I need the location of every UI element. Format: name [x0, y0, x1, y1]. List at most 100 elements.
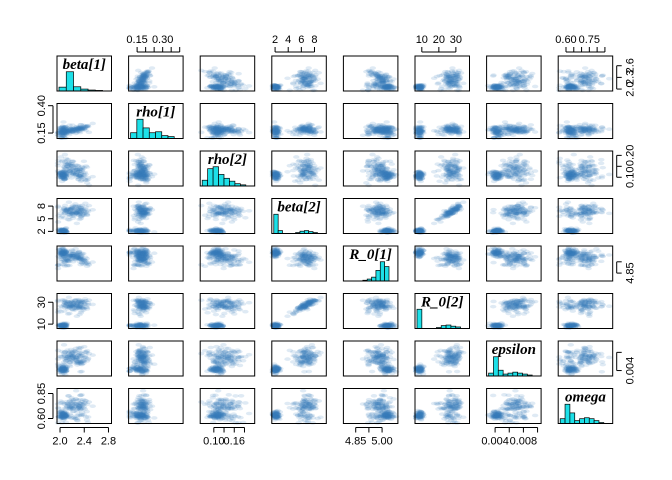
scatter-point: [140, 85, 147, 90]
scatter-point: [271, 87, 278, 91]
scatter-point: [270, 87, 278, 92]
scatter-point: [312, 79, 319, 83]
scatter-point: [57, 215, 65, 220]
scatter-point: [306, 72, 313, 76]
scatter-point: [224, 81, 232, 86]
scatter-point: [210, 86, 217, 90]
scatter-point: [272, 177, 279, 181]
scatter-point: [222, 73, 230, 78]
scatter-point: [214, 86, 222, 90]
scatter-point: [299, 178, 306, 182]
scatter-point: [137, 82, 144, 87]
scatter-point: [271, 85, 278, 90]
scatter-point: [213, 86, 220, 91]
histogram-bar: [136, 118, 144, 139]
histogram-bar: [58, 86, 67, 92]
scatter-point: [380, 177, 387, 181]
scatter-point: [598, 157, 605, 162]
scatter-point: [216, 84, 223, 89]
scatter-point: [135, 84, 143, 88]
scatter-point: [420, 125, 427, 129]
scatter-point: [219, 84, 226, 89]
scatter-point: [126, 86, 133, 90]
scatter-point: [304, 85, 311, 90]
scatter-point: [133, 84, 140, 89]
scatter-point: [225, 77, 232, 82]
scatter-point: [222, 76, 229, 80]
scatter-point: [222, 80, 230, 85]
scatter-point: [512, 158, 520, 162]
scatter-point: [133, 85, 140, 90]
scatter-point: [207, 84, 214, 88]
scatter-point: [556, 156, 564, 161]
scatter-point: [298, 76, 306, 80]
scatter-point: [523, 128, 531, 133]
scatter-point: [270, 85, 278, 89]
scatter-point: [79, 210, 86, 215]
scatter-point: [139, 75, 147, 79]
scatter-point: [214, 86, 221, 90]
scatter-point: [137, 85, 144, 89]
scatter-point: [220, 74, 227, 79]
scatter-point: [430, 169, 438, 174]
scatter-point: [136, 82, 143, 87]
scatter-point: [445, 167, 453, 172]
scatter-point: [436, 73, 443, 78]
scatter-point: [234, 79, 242, 84]
scatter-point: [417, 136, 424, 140]
scatter-point: [556, 161, 563, 165]
scatter-point: [220, 74, 227, 79]
scatter-point: [89, 208, 96, 212]
scatter-point: [140, 83, 147, 88]
scatter-point: [275, 83, 282, 88]
scatter-point: [213, 83, 220, 87]
scatter-point: [142, 73, 150, 78]
scatter-point: [142, 74, 150, 78]
scatter-point: [384, 86, 392, 90]
scatter-point: [137, 82, 144, 87]
scatter-point: [134, 86, 141, 90]
scatter-point: [214, 76, 222, 81]
scatter-point: [300, 167, 308, 172]
scatter-point: [79, 126, 86, 130]
scatter-point: [595, 176, 602, 180]
scatter-point: [307, 84, 315, 89]
scatter-point: [138, 85, 146, 89]
scatter-point: [560, 165, 567, 169]
scatter-point: [140, 79, 147, 83]
scatter-point: [224, 76, 231, 81]
scatter-point: [79, 167, 86, 172]
panel-1-1: rho[1]: [128, 103, 184, 139]
scatter-point: [141, 87, 148, 92]
scatter-point: [448, 178, 456, 182]
scatter-point: [136, 87, 144, 91]
scatter-point: [139, 85, 147, 90]
scatter-point: [294, 74, 302, 78]
scatter-point: [151, 85, 158, 89]
scatter-point: [290, 168, 297, 173]
histogram-bar: [130, 132, 138, 139]
scatter-point: [141, 82, 148, 87]
scatter-point: [198, 68, 205, 73]
scatter-point: [606, 76, 613, 81]
scatter-point: [138, 80, 146, 85]
scatter-point: [140, 80, 147, 85]
scatter-point: [133, 85, 140, 89]
scatter-point: [520, 70, 527, 74]
scatter-point: [135, 79, 143, 84]
scatter-point: [140, 77, 147, 81]
scatter-point: [214, 84, 221, 88]
scatter-point: [274, 87, 281, 91]
scatter-point: [213, 87, 221, 91]
scatter-point: [140, 77, 147, 81]
scatter-point: [231, 82, 238, 86]
scatter-point: [291, 125, 299, 130]
scatter-point: [219, 76, 226, 81]
scatter-point: [230, 84, 237, 89]
scatter-point: [582, 82, 589, 87]
scatter-point: [371, 167, 379, 172]
scatter-point: [137, 80, 145, 85]
scatter-point: [58, 228, 65, 232]
scatter-point: [297, 73, 304, 77]
scatter-point: [132, 83, 140, 87]
